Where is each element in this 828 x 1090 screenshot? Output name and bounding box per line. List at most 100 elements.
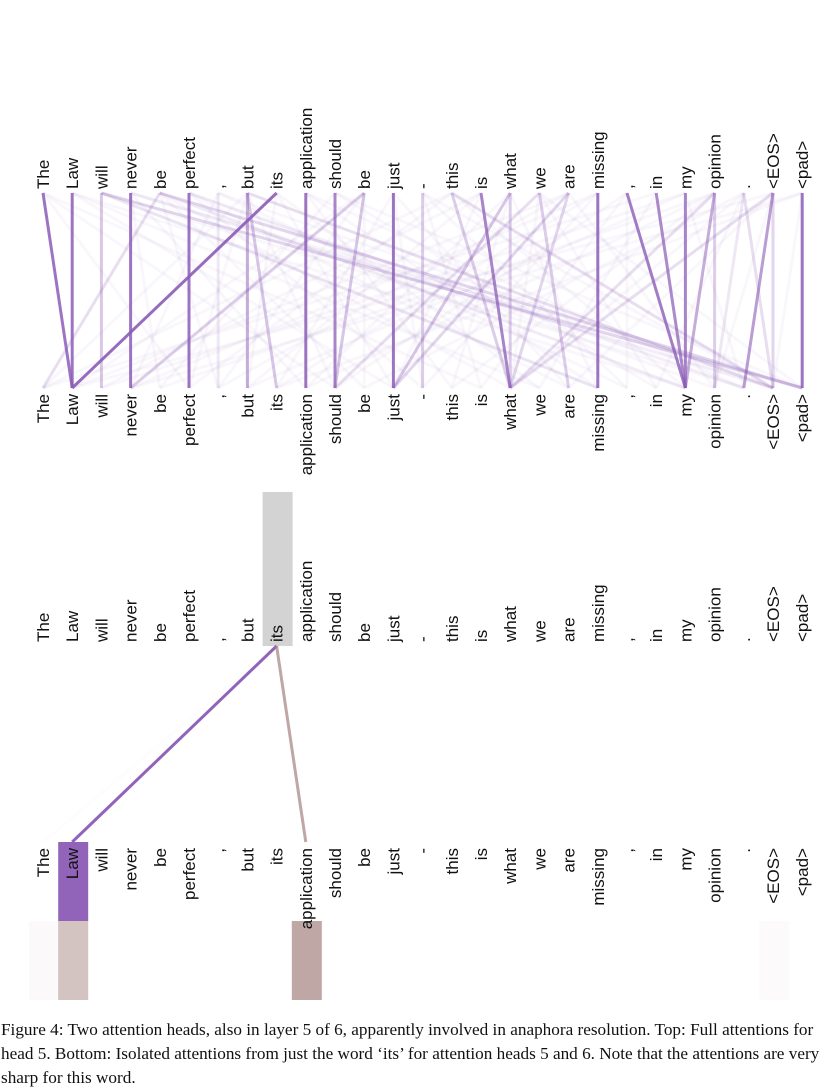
faint-attention-line [130, 191, 803, 390]
faint-attention-line [42, 191, 482, 390]
bottom-source-token-in-21: in [647, 629, 666, 642]
bottom-source-token-missing-19: missing [589, 584, 608, 642]
bottom-target-token-law-1: Law [63, 847, 82, 879]
faint-attention-line [275, 191, 599, 390]
top-target-token-labels: The Law will never be perfect, but its applicati… [34, 393, 812, 475]
faint-attention-line [363, 191, 745, 390]
bottom-target-token-are-18: are [560, 848, 579, 873]
bottom-source-token-the-0: The [34, 613, 53, 642]
attention-line-25-to-24 [742, 192, 775, 389]
attention-line-18-to-12 [392, 191, 570, 390]
top-target-token-what-16: what [501, 394, 520, 431]
top-source-token-my-22: my [676, 166, 695, 189]
faint-attention-line [246, 191, 482, 390]
bottom-target-token-just-12: just [384, 848, 403, 876]
faint-attention-line [334, 191, 628, 390]
top-target-token-but-7: but [238, 394, 257, 418]
bottom-target-token-missing-19: missing [589, 848, 608, 906]
faint-attention-line [392, 192, 483, 389]
faint-attention-line [334, 191, 803, 390]
attention-line-18-to-16 [508, 192, 571, 389]
bottom-source-token-application-9: application [297, 561, 316, 642]
faint-attention-line [245, 192, 279, 389]
attention-line-15-to-16 [479, 192, 512, 389]
top-source-token-eos-25: <EOS> [764, 133, 783, 189]
top-source-token-just-12: just [384, 162, 403, 190]
attention-line-11-to-10 [333, 192, 366, 389]
attention-line-4-to-26 [159, 191, 803, 390]
bottom-source-token-perfect-5: perfect [180, 590, 199, 642]
bottom-target-token-punct-6: , [209, 848, 228, 853]
bottom-target-token-opinion-23: opinion [706, 848, 725, 903]
top-source-token-its-8: its [268, 172, 287, 189]
top-target-token-opinion-23: opinion [706, 394, 725, 449]
faint-attention-line [187, 192, 249, 389]
faint-attention-line [450, 191, 687, 390]
bottom-source-token-opinion-23: opinion [706, 587, 725, 642]
faint-attention-line [305, 191, 716, 390]
top-target-token-perfect-5: perfect [180, 394, 199, 446]
bottom-target-token-we-17: we [530, 848, 549, 871]
faint-attention-line [276, 191, 803, 390]
bottom-source-token-we-17: we [530, 620, 549, 643]
figure-caption: Figure 4: Two attention heads, also in l… [1, 1020, 820, 1087]
top-source-token-will-2: will [92, 165, 111, 190]
bottom-target-token-punct-20: , [618, 848, 637, 853]
top-target-token-my-22: my [676, 394, 695, 417]
top-target-token-will-2: will [92, 394, 111, 419]
top-source-token-be-4: be [151, 170, 170, 189]
faint-attention-line [246, 191, 687, 390]
bottom-target-token-punct-13: - [414, 848, 433, 854]
top-source-token-are-18: are [560, 164, 579, 189]
top-target-token-punct-20: , [618, 394, 637, 399]
faint-attention-line [42, 191, 657, 390]
focus-token-highlight [262, 492, 293, 646]
faint-attention-line [71, 191, 686, 390]
bottom-target-token-eos-25: <EOS> [764, 848, 783, 904]
attention-line-25-to-16 [509, 191, 774, 390]
bottom-target-token-labels: The Law will never be perfect, but its applicati… [34, 847, 812, 929]
bottom-target-token-is-15: is [472, 848, 491, 860]
faint-attention-line [71, 191, 366, 390]
attention-line-23-to-22 [683, 192, 717, 389]
bottom-source-token-labels: The Law will never be perfect, but its applicati… [34, 561, 812, 643]
top-source-token-law-1: Law [63, 157, 82, 189]
top-target-token-this-14: this [443, 394, 462, 420]
head5-attention-line-to-1 [71, 644, 278, 844]
faint-attention-line [421, 192, 483, 389]
top-target-token-missing-19: missing [589, 394, 608, 452]
bottom-source-token-just-12: just [384, 615, 403, 643]
top-source-token-the-0: The [34, 160, 53, 189]
faint-attention-line [246, 192, 337, 389]
bottom-source-token-is-15: is [472, 630, 491, 642]
attention-line-16-to-12 [392, 192, 512, 389]
bottom-target-token-the-0: The [34, 848, 53, 877]
top-target-token-its-8: its [268, 394, 287, 411]
faint-attention-line [713, 192, 775, 389]
attention-line-8-to-1 [71, 191, 278, 390]
attention-line-11-to-3 [129, 191, 366, 390]
top-source-token-be-11: be [355, 170, 374, 189]
bottom-source-token-should-10: should [326, 592, 345, 642]
bottom-source-token-be-11: be [355, 623, 374, 642]
top-source-token-what-16: what [501, 153, 520, 190]
top-target-token-are-18: are [560, 394, 579, 419]
top-attention-lines [41, 191, 804, 390]
top-target-token-the-0: The [34, 394, 53, 423]
bottom-target-token-what-16: what [501, 848, 520, 885]
top-target-token-we-17: we [530, 394, 549, 417]
bottom-source-token-my-22: my [676, 619, 695, 642]
bottom-source-token-will-2: will [92, 618, 111, 643]
head6-weight-bar-9 [291, 921, 322, 1000]
attention-line-3-to-25 [130, 191, 774, 390]
faint-attention-line [188, 191, 453, 390]
attention-line-4-to-0 [41, 192, 162, 389]
attention-line-5-to-24 [188, 191, 745, 390]
bottom-source-token-law-1: Law [63, 610, 82, 642]
faint-attention-line [158, 191, 366, 390]
attention-line-24-to-23 [713, 192, 746, 389]
head6-weight-bar-25 [759, 921, 789, 1000]
attention-line-7-to-8 [245, 192, 279, 389]
top-target-token-just-12: just [384, 394, 403, 422]
bottom-target-token-pad-26: <pad> [793, 848, 812, 896]
